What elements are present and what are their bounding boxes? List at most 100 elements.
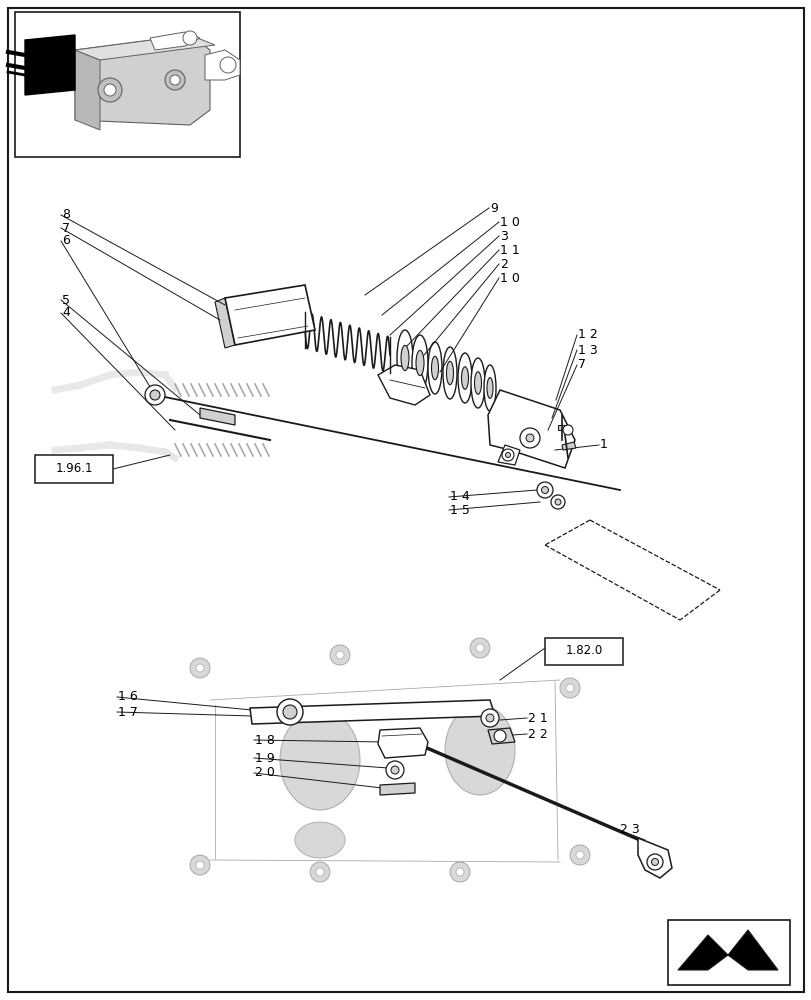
Polygon shape: [75, 50, 100, 130]
Circle shape: [493, 730, 505, 742]
Ellipse shape: [401, 345, 409, 371]
Ellipse shape: [220, 57, 236, 73]
Polygon shape: [75, 35, 210, 125]
Circle shape: [449, 862, 470, 882]
Text: 1 0: 1 0: [500, 271, 519, 284]
Text: 2: 2: [500, 257, 507, 270]
Polygon shape: [215, 298, 234, 348]
Polygon shape: [25, 35, 75, 95]
Polygon shape: [150, 32, 200, 50]
Text: 1 1: 1 1: [500, 243, 519, 256]
Ellipse shape: [431, 356, 438, 380]
Text: 1 3: 1 3: [577, 344, 597, 357]
Circle shape: [526, 434, 534, 442]
Ellipse shape: [411, 335, 427, 391]
Text: 1.96.1: 1.96.1: [55, 462, 92, 476]
Text: 1 6: 1 6: [118, 690, 138, 704]
Circle shape: [470, 638, 489, 658]
Circle shape: [475, 644, 483, 652]
Text: 3: 3: [500, 230, 507, 242]
Circle shape: [480, 709, 499, 727]
Polygon shape: [75, 35, 215, 60]
Circle shape: [145, 385, 165, 405]
Ellipse shape: [169, 75, 180, 85]
Circle shape: [190, 855, 210, 875]
Circle shape: [505, 452, 510, 458]
Circle shape: [551, 495, 564, 509]
Text: 1 8: 1 8: [255, 734, 275, 746]
Circle shape: [385, 761, 404, 779]
Ellipse shape: [446, 361, 453, 385]
Circle shape: [329, 645, 350, 665]
Polygon shape: [200, 408, 234, 425]
Circle shape: [562, 425, 573, 435]
Text: 4: 4: [62, 306, 70, 320]
Circle shape: [650, 858, 658, 865]
Circle shape: [575, 851, 583, 859]
Text: 1 0: 1 0: [500, 216, 519, 229]
Ellipse shape: [470, 358, 484, 408]
Polygon shape: [380, 783, 414, 795]
Ellipse shape: [397, 330, 413, 386]
Polygon shape: [487, 390, 574, 468]
Ellipse shape: [474, 372, 481, 394]
Circle shape: [541, 487, 547, 493]
Polygon shape: [378, 365, 430, 405]
Bar: [544, 638, 622, 665]
Circle shape: [486, 714, 493, 722]
Circle shape: [315, 868, 324, 876]
Text: 1: 1: [599, 438, 607, 452]
Polygon shape: [487, 728, 514, 744]
Ellipse shape: [487, 378, 492, 398]
Circle shape: [283, 705, 297, 719]
Ellipse shape: [415, 350, 423, 376]
Ellipse shape: [457, 353, 471, 403]
Circle shape: [195, 664, 204, 672]
Text: 1 4: 1 4: [449, 490, 470, 504]
Ellipse shape: [443, 347, 457, 399]
Bar: [35, 455, 113, 483]
Circle shape: [277, 699, 303, 725]
Circle shape: [336, 651, 344, 659]
Text: 1.82.0: 1.82.0: [564, 645, 602, 658]
Ellipse shape: [294, 822, 345, 858]
Circle shape: [536, 482, 552, 498]
Ellipse shape: [444, 705, 514, 795]
Polygon shape: [497, 445, 519, 465]
Polygon shape: [637, 838, 672, 878]
Ellipse shape: [427, 342, 441, 394]
Circle shape: [190, 658, 210, 678]
Ellipse shape: [165, 70, 185, 90]
Ellipse shape: [98, 78, 122, 102]
Circle shape: [501, 449, 513, 461]
Ellipse shape: [483, 365, 496, 411]
Polygon shape: [204, 50, 240, 80]
Circle shape: [391, 766, 398, 774]
Circle shape: [646, 854, 663, 870]
Text: 7: 7: [62, 222, 70, 234]
Polygon shape: [250, 700, 495, 724]
Text: 9: 9: [489, 202, 497, 215]
Text: 2 0: 2 0: [255, 766, 275, 779]
Circle shape: [560, 678, 579, 698]
Text: 2 3: 2 3: [620, 823, 639, 836]
Polygon shape: [561, 442, 575, 450]
Ellipse shape: [182, 31, 197, 45]
Text: 5: 5: [62, 294, 70, 306]
Circle shape: [150, 390, 160, 400]
Text: 2 1: 2 1: [527, 712, 547, 724]
Circle shape: [565, 684, 573, 692]
Circle shape: [554, 499, 560, 505]
Polygon shape: [557, 425, 569, 430]
Text: 1 7: 1 7: [118, 706, 138, 718]
Ellipse shape: [280, 710, 359, 810]
Text: 1 5: 1 5: [449, 504, 470, 516]
Circle shape: [569, 845, 590, 865]
Circle shape: [519, 428, 539, 448]
Circle shape: [195, 861, 204, 869]
Text: 1 2: 1 2: [577, 328, 597, 342]
Text: 7: 7: [577, 359, 586, 371]
Bar: [667, 920, 789, 985]
Bar: [15, 12, 240, 157]
Text: 8: 8: [62, 209, 70, 222]
